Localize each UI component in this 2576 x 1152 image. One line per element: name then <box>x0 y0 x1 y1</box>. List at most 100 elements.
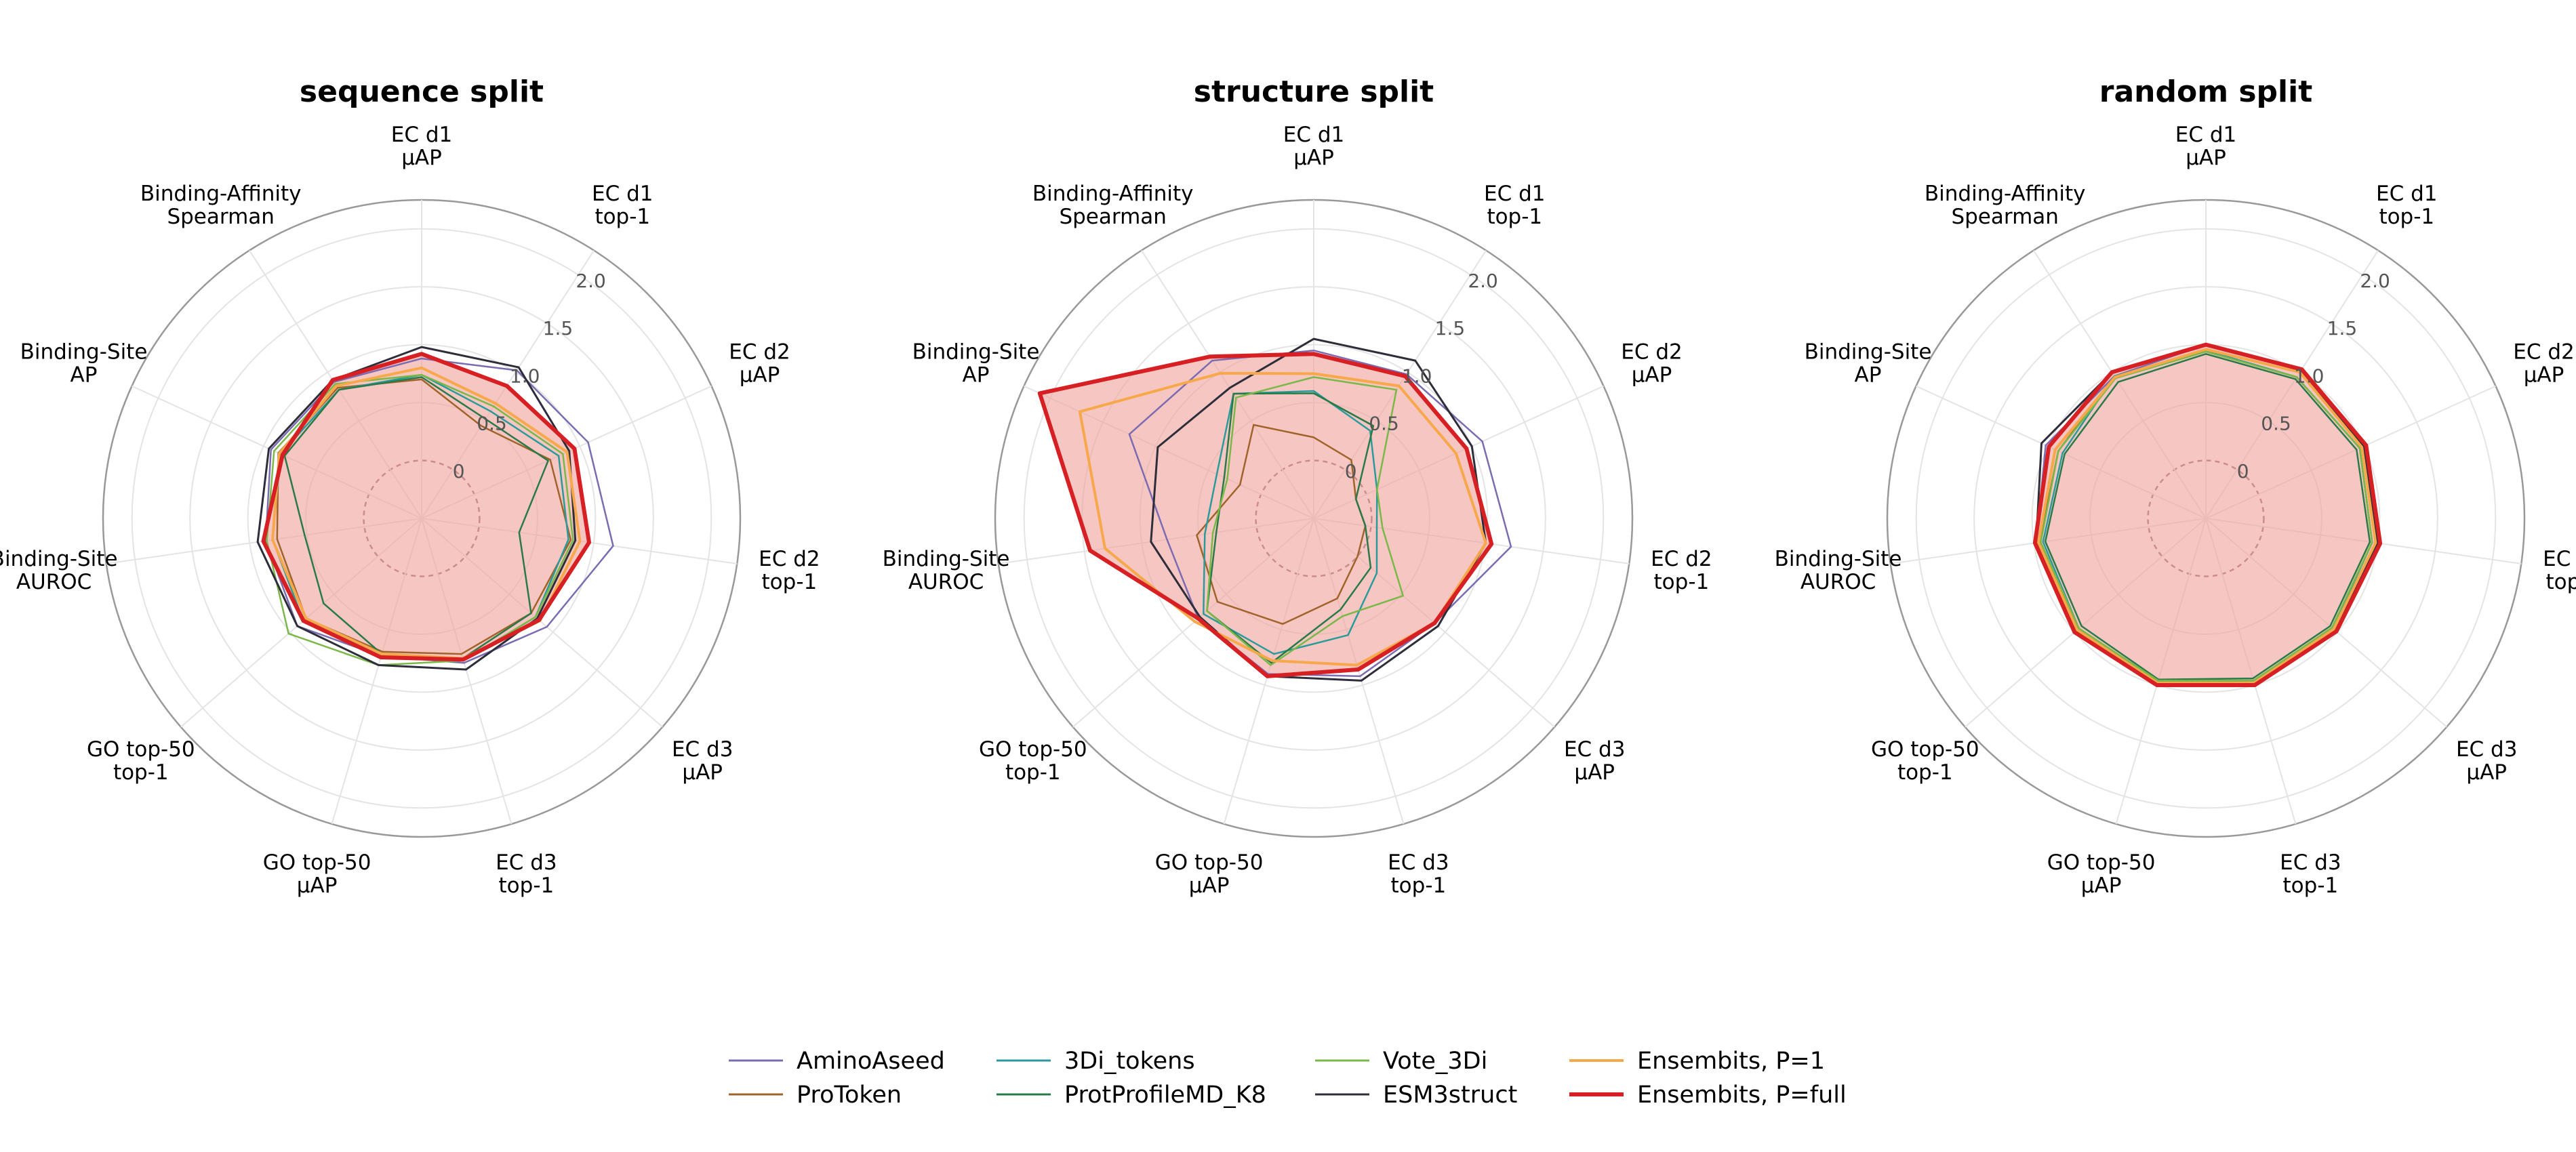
axis-label-line: EC d2 <box>1621 340 1683 364</box>
axis-label-line: EC d3 <box>1564 737 1626 762</box>
axis-label-line: AP <box>963 363 990 387</box>
series-line-vote-3di <box>1206 376 1404 666</box>
axis-label-line: EC d1 <box>2175 123 2237 147</box>
axis-label-line: top-1 <box>762 570 818 594</box>
axis-label-line: Binding-Affinity <box>1032 182 1194 206</box>
axis-label-line: µAP <box>2466 760 2507 785</box>
axis-label: GO top-50 µAP <box>263 850 371 898</box>
legend-label: ProToken <box>797 1082 902 1109</box>
axis-label-line: Binding-Site <box>883 547 1010 571</box>
legend-label: ProtProfileMD_K8 <box>1064 1082 1266 1109</box>
radial-tick-label: 1.5 <box>1435 317 1466 340</box>
series-line-3di-tokens <box>1203 390 1378 655</box>
axis-label-line: AUROC <box>1800 570 1876 594</box>
axis-label-line: µAP <box>401 146 442 170</box>
axis-label-line: EC d1 <box>1283 123 1345 147</box>
axis-label-line: µAP <box>740 363 780 387</box>
axis-label-line: top-1 <box>499 873 555 898</box>
axis-label-line: GO top-50 <box>2047 850 2156 875</box>
series-line-protprofilemd-k8 <box>1206 392 1375 664</box>
axis-label-line: AP <box>1855 363 1882 387</box>
axis-label-line: Spearman <box>167 205 274 229</box>
axis-label: EC d1 top-1 <box>2376 182 2438 229</box>
axis-label-line: µAP <box>1189 873 1230 898</box>
panel-title: random split <box>2099 75 2313 109</box>
radial-tick-label: 0 <box>453 460 465 482</box>
axis-label-line: Binding-Site <box>912 340 1040 364</box>
radial-tick-label: 1.0 <box>2294 365 2325 387</box>
axis-label-line: Binding-Site <box>0 547 118 571</box>
axis-label: EC d1 µAP <box>2175 123 2237 170</box>
radial-tick-label: 0 <box>1345 460 1357 482</box>
axis-label-line: µAP <box>1293 146 1334 170</box>
axis-label: Binding-Site AUROC <box>883 547 1010 594</box>
legend-label: ESM3struct <box>1383 1082 1517 1109</box>
legend: AminoAseed ProToken 3Di_tokens ProtProfileM… <box>729 1048 1847 1109</box>
axis-label-line: top-1 <box>2283 873 2339 898</box>
axis-label-line: top-1 <box>1897 760 1953 785</box>
series-line-ensembits-p-1 <box>1078 371 1487 667</box>
legend-label: Ensembits, P=full <box>1637 1082 1847 1109</box>
axis-label: EC d3 µAP <box>2456 737 2518 785</box>
radial-tick-label: 0.5 <box>2261 413 2291 435</box>
axis-label: Binding-Affinity Spearman <box>140 182 302 229</box>
axis-label: EC d3 top-1 <box>2280 850 2341 898</box>
axis-label-line: EC d1 <box>2376 182 2438 206</box>
axis-label-line: Binding-Site <box>1775 547 1902 571</box>
axis-label-line: EC d2 <box>729 340 790 364</box>
axis-label: EC d2 µAP <box>2513 340 2575 387</box>
legend-label: Ensembits, P=1 <box>1637 1048 1825 1075</box>
axis-label: EC d1 µAP <box>1283 123 1345 170</box>
axis-label-line: Binding-Affinity <box>1925 182 2086 206</box>
axis-label-line: AP <box>71 363 98 387</box>
axis-label: GO top-50 top-1 <box>1871 737 1979 785</box>
legend-item-aminoaseed: AminoAseed <box>729 1048 945 1075</box>
axis-label-line: Spearman <box>1951 205 2058 229</box>
radial-tick-label: 1.5 <box>543 317 573 340</box>
legend-item-3di-tokens: 3Di_tokens <box>997 1048 1195 1075</box>
axis-label-line: top-1 <box>2379 205 2434 229</box>
legend-label: Vote_3Di <box>1383 1048 1487 1075</box>
axis-label-line: AUROC <box>16 570 92 594</box>
axis-label: EC d3 top-1 <box>496 850 557 898</box>
series-line-ensembits-p-full <box>2032 342 2383 687</box>
axis-label: Binding-Site AP <box>20 340 148 387</box>
axis-label-line: GO top-50 <box>1871 737 1979 762</box>
axis-label-line: EC d3 <box>2280 850 2341 875</box>
radial-tick-label: 1.0 <box>1402 365 1432 387</box>
axis-label-line: EC d1 <box>592 182 653 206</box>
axis-label-line: GO top-50 <box>263 850 371 875</box>
series-fill-ensembits-p-full <box>1039 354 1492 676</box>
axis-label-line: EC d3 <box>1388 850 1449 875</box>
radial-tick-label: 2.0 <box>576 270 606 292</box>
series-line-vote-3di <box>266 373 574 666</box>
axis-label-line: µAP <box>2081 873 2122 898</box>
axis-label-line: EC d2 <box>2543 547 2576 571</box>
axis-label: GO top-50 µAP <box>1155 850 1264 898</box>
axis-label-line: µAP <box>297 873 338 898</box>
axis-label-line: top-1 <box>1487 205 1542 229</box>
axis-label: EC d1 top-1 <box>592 182 653 229</box>
radial-tick-label: 0.5 <box>477 413 507 435</box>
axis-label-line: EC d3 <box>496 850 557 875</box>
axis-label-line: EC d2 <box>1651 547 1712 571</box>
radial-tick-label: 0 <box>2237 460 2249 482</box>
axis-label: Binding-Site AUROC <box>0 547 118 594</box>
axis-label-line: EC d3 <box>2456 737 2518 762</box>
series-line-ensembits-p-full <box>1037 352 1494 678</box>
axis-label: Binding-Site AP <box>912 340 1040 387</box>
axis-label-line: top-1 <box>1005 760 1061 785</box>
panel-title: structure split <box>1194 75 1434 109</box>
radial-tick-label: 1.5 <box>2327 317 2358 340</box>
axis-label-line: EC d2 <box>2513 340 2575 364</box>
axis-label-line: Binding-Affinity <box>140 182 302 206</box>
radial-tick-label: 1.0 <box>510 365 540 387</box>
axis-label: GO top-50 µAP <box>2047 850 2156 898</box>
series-line-ensembits-p-full <box>261 352 591 662</box>
legend-item-ensembits-p-1: Ensembits, P=1 <box>1569 1048 1825 1075</box>
axis-label-line: µAP <box>1574 760 1615 785</box>
